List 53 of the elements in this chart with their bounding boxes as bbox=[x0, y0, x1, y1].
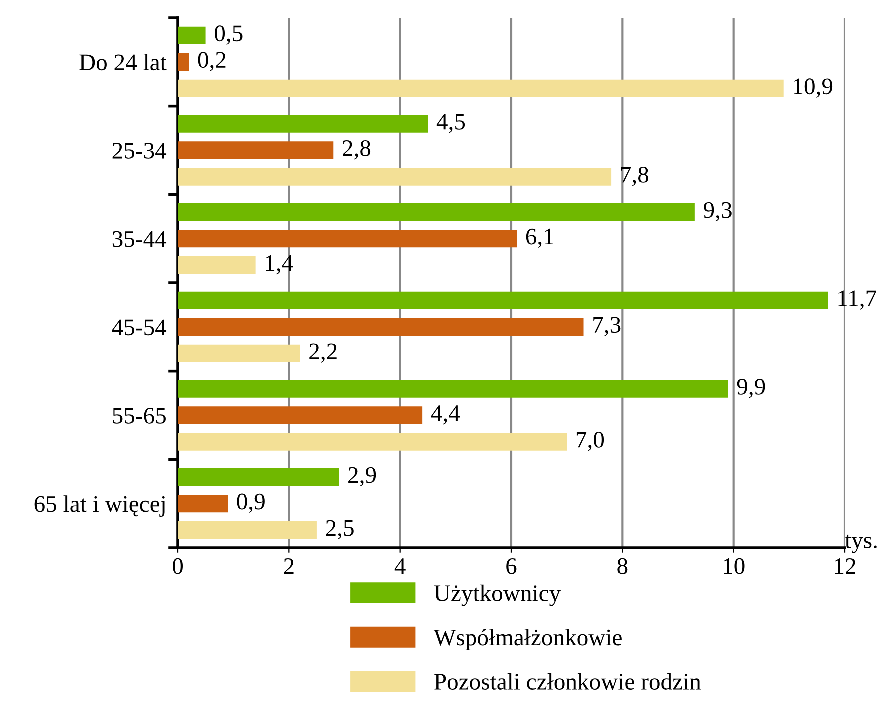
legend-label: Pozostali członkowie rodzin bbox=[434, 673, 702, 690]
data-label: 6,1 bbox=[526, 228, 554, 248]
data-label: 2,2 bbox=[310, 344, 337, 363]
bar bbox=[178, 26, 206, 44]
bar bbox=[178, 318, 584, 336]
x-tick-label: 12 bbox=[835, 558, 856, 574]
bar bbox=[178, 380, 728, 398]
x-axis-title: tys. bbox=[845, 534, 877, 554]
data-label: 7,3 bbox=[594, 317, 621, 336]
data-label: 4,5 bbox=[436, 114, 466, 134]
bar bbox=[178, 495, 228, 513]
data-label: 9,3 bbox=[704, 202, 732, 222]
bar bbox=[178, 230, 518, 248]
x-tick-label: 6 bbox=[506, 558, 517, 574]
data-label: 0,9 bbox=[237, 494, 265, 514]
bar bbox=[178, 256, 256, 274]
x-tick-label: 0 bbox=[172, 558, 184, 574]
bar bbox=[178, 406, 423, 424]
data-label: 2,9 bbox=[348, 467, 376, 487]
bar bbox=[178, 292, 828, 310]
data-label: 0,2 bbox=[198, 52, 226, 72]
bar bbox=[178, 344, 300, 362]
bar bbox=[178, 522, 317, 540]
x-tick-label: 10 bbox=[724, 558, 745, 574]
bar bbox=[178, 468, 340, 486]
x-tick-label: 8 bbox=[618, 558, 628, 574]
data-label: 11,7 bbox=[838, 290, 876, 310]
legend-label: Użytkownicy bbox=[434, 584, 562, 606]
bar bbox=[178, 168, 612, 186]
y-tick-label: 35-44 bbox=[112, 231, 167, 248]
legend-label: Współmałżonkowie bbox=[434, 629, 622, 651]
data-label: 9,9 bbox=[737, 379, 766, 398]
data-label: 0,5 bbox=[215, 26, 243, 45]
bar bbox=[178, 80, 784, 98]
data-label: 7,0 bbox=[576, 432, 604, 452]
data-label: 4,4 bbox=[431, 406, 460, 425]
bar bbox=[178, 204, 695, 222]
bar bbox=[178, 53, 190, 71]
data-label: 2,8 bbox=[343, 140, 371, 160]
y-tick-label: Do 24 lat bbox=[80, 54, 167, 71]
data-label: 1,4 bbox=[266, 255, 294, 275]
y-tick-label: 55-65 bbox=[113, 408, 166, 424]
x-tick-label: 4 bbox=[394, 558, 406, 574]
y-tick-label: 45-54 bbox=[112, 320, 167, 336]
data-label: 7,8 bbox=[621, 166, 648, 186]
x-tick-label: 2 bbox=[284, 558, 294, 574]
data-label: 10,9 bbox=[794, 78, 833, 98]
y-tick-label: 65 lat i więcej bbox=[34, 496, 165, 518]
bar bbox=[178, 142, 334, 160]
data-label: 2,5 bbox=[326, 520, 354, 540]
bar bbox=[178, 115, 428, 133]
bar bbox=[178, 433, 568, 451]
y-tick-label: 25-34 bbox=[112, 143, 167, 159]
